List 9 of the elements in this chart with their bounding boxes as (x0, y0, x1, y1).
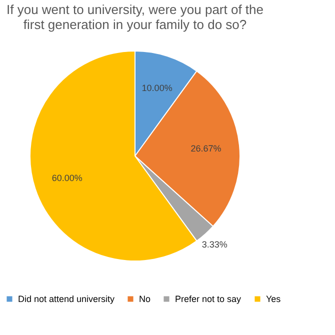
data-label: 10.00% (142, 83, 172, 94)
data-label: 26.67% (190, 144, 222, 154)
legend-label: Prefer not to say (175, 294, 242, 304)
chart-title: If you went to university, were you part of the first generation in your family to do so? (6, 2, 264, 32)
data-label: 3.33% (202, 239, 228, 250)
legend-label: No (139, 294, 151, 304)
data-label: 60.00% (52, 173, 82, 184)
legend-label: Yes (266, 294, 282, 304)
legend-label: Did not attend university (18, 294, 116, 304)
